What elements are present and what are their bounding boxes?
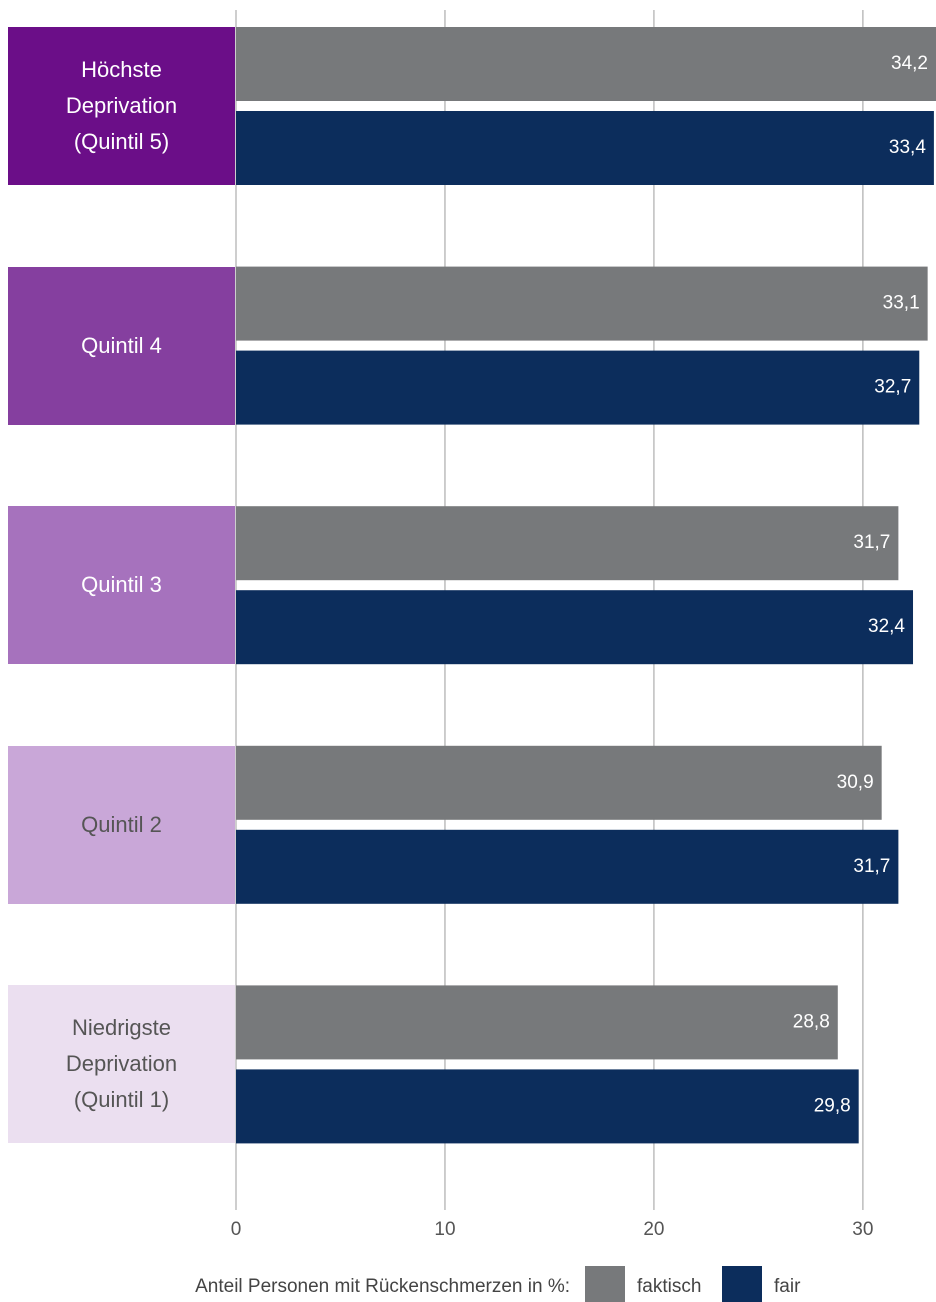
- category-label: Quintil 4: [8, 266, 235, 425]
- category-label: Niedrigste Deprivation (Quintil 1): [8, 985, 235, 1144]
- value-label: 33,4: [889, 137, 926, 158]
- legend-label: faktisch: [637, 1276, 701, 1297]
- value-label: 30,9: [837, 772, 874, 793]
- category-label: Quintil 3: [8, 506, 235, 665]
- x-tick-label: 10: [434, 1219, 455, 1240]
- legend-label: fair: [774, 1276, 801, 1297]
- value-label: 33,1: [883, 293, 920, 314]
- legend-title: Anteil Personen mit Rückenschmerzen in %…: [195, 1276, 570, 1297]
- legend-swatch: [722, 1266, 762, 1302]
- bar: [236, 745, 882, 820]
- x-tick-label: 30: [852, 1219, 873, 1240]
- value-label: 31,7: [853, 856, 890, 877]
- bar: [236, 1069, 859, 1144]
- x-tick-label: 20: [643, 1219, 664, 1240]
- bar: [236, 506, 899, 581]
- bar: [236, 111, 934, 185]
- category-label: Quintil 2: [8, 745, 235, 904]
- bar: [236, 829, 899, 904]
- bar: [236, 985, 838, 1060]
- category-label: Höchste Deprivation (Quintil 5): [8, 27, 235, 185]
- legend-swatch: [585, 1266, 625, 1302]
- bar: [236, 350, 920, 425]
- bar: [236, 27, 936, 101]
- value-label: 34,2: [891, 53, 928, 74]
- bar: [236, 266, 928, 341]
- value-label: 32,4: [868, 616, 905, 637]
- value-label: 32,7: [874, 377, 911, 398]
- value-label: 31,7: [853, 532, 890, 553]
- bar: [236, 590, 914, 665]
- x-tick-label: 0: [231, 1219, 242, 1240]
- value-label: 28,8: [793, 1011, 830, 1032]
- value-label: 29,8: [814, 1095, 851, 1116]
